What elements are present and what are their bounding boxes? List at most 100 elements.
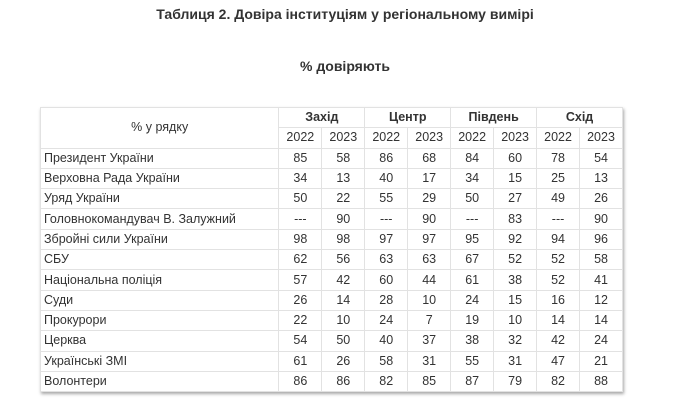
- cell: 31: [493, 350, 538, 372]
- data-row: Суди 26 14 28 10 24 15 16 12: [39, 289, 623, 311]
- cell: 38: [493, 269, 538, 291]
- cell: 10: [321, 309, 366, 332]
- cell: 41: [579, 269, 623, 291]
- data-row: Прокурори 22 10 24 7 19 10 14 14: [39, 309, 623, 332]
- cell: 14: [321, 289, 366, 311]
- row-label: Церква: [39, 330, 280, 352]
- cell: 79: [493, 370, 538, 393]
- data-row: Волонтери 86 86 82 85 87 79 82 88: [39, 370, 623, 393]
- row-label: Головнокомандувач В. Залужний: [39, 208, 280, 230]
- cell: 92: [493, 228, 538, 251]
- region-header: Захід: [278, 106, 366, 129]
- cell: 90: [321, 208, 366, 230]
- cell: 44: [407, 269, 452, 291]
- cell: 40: [364, 167, 409, 190]
- cell: 24: [450, 289, 495, 311]
- cell: 34: [278, 167, 323, 190]
- cell: 63: [364, 249, 409, 271]
- row-label: Суди: [39, 289, 280, 311]
- cell: 55: [364, 188, 409, 210]
- cell: 27: [493, 188, 538, 210]
- cell: 86: [321, 370, 366, 393]
- cell: 12: [579, 289, 623, 311]
- cell: 52: [536, 269, 581, 291]
- data-row: Президент України 85 58 86 68 84 60 78 54: [39, 147, 623, 169]
- region-header: Схід: [536, 106, 623, 129]
- cell: 21: [579, 350, 623, 372]
- data-row: Церква 54 50 40 37 38 32 42 24: [39, 330, 623, 352]
- cell: 61: [450, 269, 495, 291]
- cell: 52: [493, 249, 538, 271]
- cell: 55: [450, 350, 495, 372]
- cell: 37: [407, 330, 452, 352]
- cell: 86: [364, 147, 409, 169]
- year-header: 2022: [278, 127, 323, 149]
- cell: 38: [450, 330, 495, 352]
- row-label: Уряд України: [39, 188, 280, 210]
- cell: 78: [536, 147, 581, 169]
- cell: 19: [450, 309, 495, 332]
- cell: 50: [321, 330, 366, 352]
- cell: 42: [321, 269, 366, 291]
- row-label: Збройні сили України: [39, 228, 280, 251]
- cell: 14: [536, 309, 581, 332]
- region-header: Південь: [450, 106, 538, 129]
- cell: 58: [579, 249, 623, 271]
- cell: 47: [536, 350, 581, 372]
- cell: 60: [493, 147, 538, 169]
- cell: 95: [450, 228, 495, 251]
- cell: 87: [450, 370, 495, 393]
- cell: 42: [536, 330, 581, 352]
- corner-header: % у рядку: [39, 107, 280, 149]
- header-row: % у рядку Захід Центр Південь Схід: [39, 106, 623, 149]
- cell: 10: [493, 309, 538, 332]
- data-row: Українські ЗМІ 61 26 58 31 55 31 47 21: [39, 350, 623, 372]
- cell: 60: [364, 269, 409, 291]
- cell: 67: [450, 249, 495, 271]
- data-row: Верховна Рада України 34 13 40 17 34 15 25 13: [39, 167, 623, 190]
- cell: 40: [364, 330, 409, 352]
- year-header: 2023: [579, 127, 623, 149]
- data-row: Національна поліція 57 42 60 44 61 38 52 41: [39, 269, 623, 291]
- cell: 98: [278, 228, 323, 251]
- cell: 68: [407, 147, 452, 169]
- cell: 15: [493, 167, 538, 190]
- row-label: Національна поліція: [39, 269, 280, 291]
- cell: 97: [407, 228, 452, 251]
- cell: 94: [536, 228, 581, 251]
- cell: 82: [364, 370, 409, 393]
- cell: 86: [278, 370, 323, 393]
- cell: 85: [407, 370, 452, 393]
- cell: 34: [450, 167, 495, 190]
- cell: 54: [278, 330, 323, 352]
- cell: 49: [536, 188, 581, 210]
- year-header: 2022: [450, 127, 495, 149]
- cell: 15: [493, 289, 538, 311]
- cell: 96: [579, 228, 623, 251]
- cell: 82: [536, 370, 581, 393]
- cell: 10: [407, 289, 452, 311]
- row-label: СБУ: [39, 249, 280, 271]
- cell: 97: [364, 228, 409, 251]
- cell: 98: [321, 228, 366, 251]
- trust-table: % у рядку Захід Центр Південь Схід 2022 2023 20…: [39, 106, 623, 393]
- cell: 58: [321, 147, 366, 169]
- cell: 26: [321, 350, 366, 372]
- cell: 57: [278, 269, 323, 291]
- cell: 14: [579, 309, 623, 332]
- cell: ---: [278, 208, 323, 230]
- cell: ---: [536, 208, 581, 230]
- data-row: Головнокомандувач В. Залужний --- 90 --- 90-…: [39, 208, 623, 230]
- row-label: Верховна Рада України: [39, 167, 280, 190]
- subtitle: % довіряють: [300, 58, 390, 74]
- cell: 58: [364, 350, 409, 372]
- cell: 31: [407, 350, 452, 372]
- cell: 90: [579, 208, 623, 230]
- cell: 85: [278, 147, 323, 169]
- cell: 83: [493, 208, 538, 230]
- cell: 52: [536, 249, 581, 271]
- header-row: 2022 2023 2022 2023 2022 2023 2022 2023: [41, 127, 623, 149]
- cell: 28: [364, 289, 409, 311]
- cell: 26: [579, 188, 623, 210]
